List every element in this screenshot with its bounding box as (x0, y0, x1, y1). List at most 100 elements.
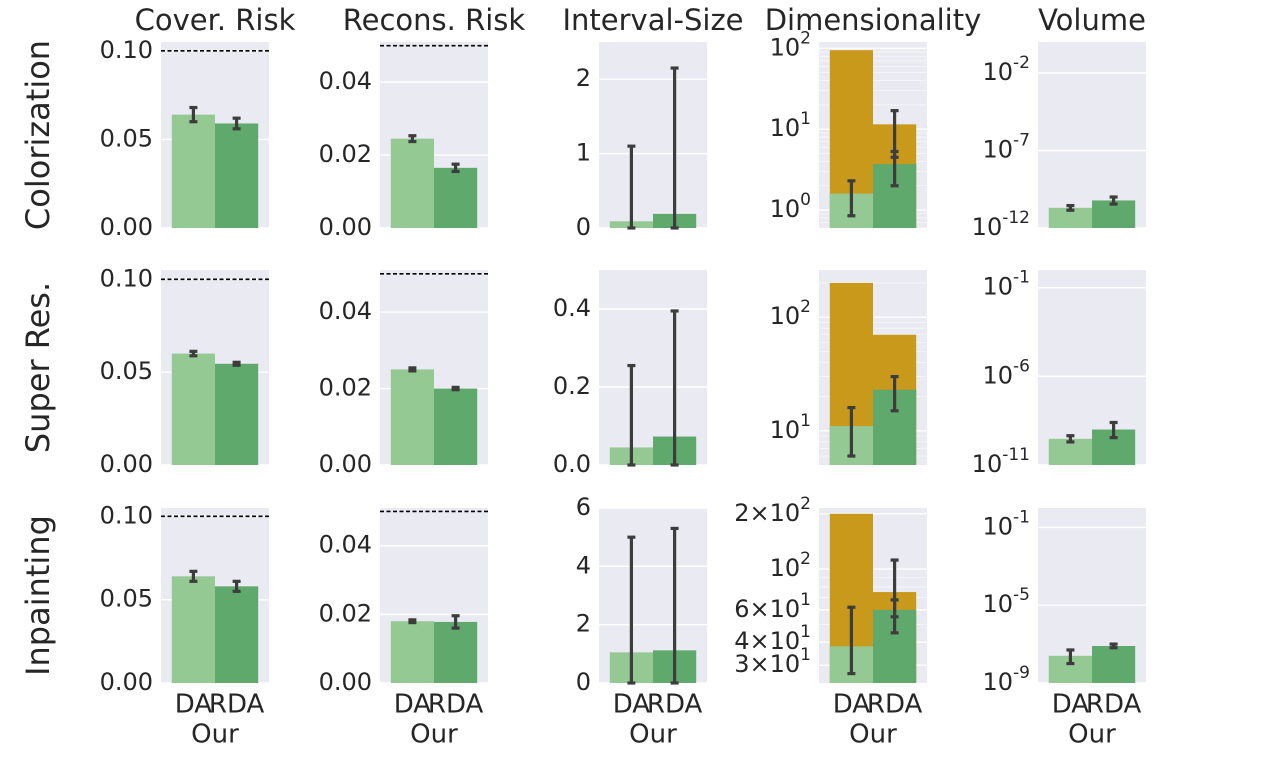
x-tick-label-da: DA (1052, 690, 1090, 720)
x-axis-label-our: Our (849, 720, 897, 750)
column-title-interval-size: Interval-Size (562, 3, 743, 37)
errorbar-da (1066, 203, 1075, 212)
y-tick-label: 10-1 (983, 268, 1031, 301)
y-tick-label: 101 (770, 109, 811, 142)
y-tick-label: 0.00 (100, 668, 153, 696)
row-label-colorization: Colorization (19, 40, 57, 230)
panel-super-res-recons-risk (380, 270, 488, 466)
y-tick-label: 101 (770, 411, 811, 444)
y-tick-label: 10-1 (983, 507, 1031, 540)
row-label-inpainting: Inpainting (19, 515, 57, 676)
bar-da (390, 369, 434, 465)
y-tick-label: 10-9 (983, 663, 1031, 696)
y-tick-label: 0.05 (100, 124, 153, 152)
y-tick-label: 0.00 (319, 668, 372, 696)
y-tick-label: 6 (576, 493, 591, 521)
errorbar-da (627, 535, 636, 685)
y-tick-label: 2×102 (734, 494, 811, 527)
y-tick-label: 0 (576, 213, 591, 241)
x-axis-label-our: Our (410, 720, 458, 750)
y-tick-label: 2 (576, 610, 591, 638)
bar-da (171, 576, 215, 683)
panel-colorization-cover-risk (161, 42, 269, 229)
x-tick-label-rda: RDA (428, 690, 484, 720)
bar-rda (434, 621, 478, 683)
panel-colorization-interval-size (599, 42, 707, 230)
y-tick-label: 102 (770, 28, 811, 61)
errorbar-da (847, 605, 856, 676)
errorbar-da (1066, 434, 1075, 444)
row-label-super-res: Super Res. (19, 282, 57, 453)
bar-rda (215, 586, 259, 683)
y-tick-label: 0.04 (319, 531, 372, 559)
y-tick-label: 10-6 (983, 356, 1031, 389)
y-tick-label: 0.0 (553, 450, 591, 478)
y-tick-label: 0.05 (100, 585, 153, 613)
y-tick-label: 102 (770, 549, 811, 582)
errorbar-rda (890, 149, 899, 188)
bar-rda (215, 123, 259, 228)
panel-colorization-recons-risk (380, 42, 488, 229)
x-tick-label-da: DA (613, 690, 651, 720)
x-tick-label-da: DA (833, 690, 871, 720)
y-tick-label: 100 (770, 190, 811, 223)
errorbar-da (627, 144, 636, 230)
y-tick-label: 0.04 (319, 297, 372, 325)
x-tick-label-rda: RDA (209, 690, 265, 720)
y-tick-label: 0.10 (100, 36, 153, 64)
y-tick-label: 0.02 (319, 140, 372, 168)
y-tick-label: 0.04 (319, 67, 372, 95)
errorbar-rda (670, 309, 679, 467)
errorbar-rda (232, 360, 241, 367)
y-tick-label: 0.2 (553, 372, 591, 400)
y-tick-label: 0.10 (100, 264, 153, 292)
panel-colorization-dimensionality (819, 42, 927, 229)
y-tick-label: 4 (576, 551, 591, 579)
bar-da (390, 138, 434, 228)
errorbar-da (189, 105, 198, 124)
errorbar-rda (1109, 420, 1118, 440)
errorbar-rda (451, 162, 460, 174)
y-tick-label: 0.00 (100, 213, 153, 241)
x-tick-label-da: DA (175, 690, 213, 720)
errorbar-rda (670, 526, 679, 685)
x-tick-label-rda: RDA (867, 690, 923, 720)
y-tick-label: 0.00 (319, 450, 372, 478)
y-tick-label: 0.05 (100, 357, 153, 385)
x-tick-label-rda: RDA (1086, 690, 1142, 720)
y-tick-label: 0.00 (100, 450, 153, 478)
errorbar-da (189, 569, 198, 583)
errorbar-da (408, 366, 417, 373)
x-axis-label-our: Our (191, 720, 239, 750)
y-tick-label: 10-2 (983, 53, 1031, 86)
panel-super-res-interval-size (599, 270, 707, 467)
errorbar-da (189, 349, 198, 358)
y-tick-label: 102 (770, 297, 811, 330)
errorbar-rda (1109, 195, 1118, 206)
y-tick-label: 0.4 (553, 294, 591, 322)
errorbar-da (627, 363, 636, 467)
y-tick-label: 10-11 (972, 445, 1030, 478)
errorbar-da (408, 618, 417, 625)
panel-background (599, 42, 707, 228)
y-tick-label: 6×101 (734, 590, 811, 623)
errorbar-rda (451, 614, 460, 630)
y-tick-label: 2 (576, 64, 591, 92)
panel-super-res-volume (1038, 270, 1146, 466)
bar-rda (434, 167, 478, 228)
y-tick-label: 0.10 (100, 501, 153, 529)
column-title-dimensionality: Dimensionality (765, 3, 982, 37)
column-title-cover-risk: Cover. Risk (135, 3, 296, 37)
x-tick-label-da: DA (394, 690, 432, 720)
panel-colorization-volume (1038, 42, 1146, 229)
errorbar-da (847, 179, 856, 218)
y-tick-label: 1 (576, 139, 591, 167)
errorbar-rda (670, 66, 679, 230)
y-tick-label: 10-5 (983, 585, 1031, 618)
panel-super-res-cover-risk (161, 270, 269, 466)
